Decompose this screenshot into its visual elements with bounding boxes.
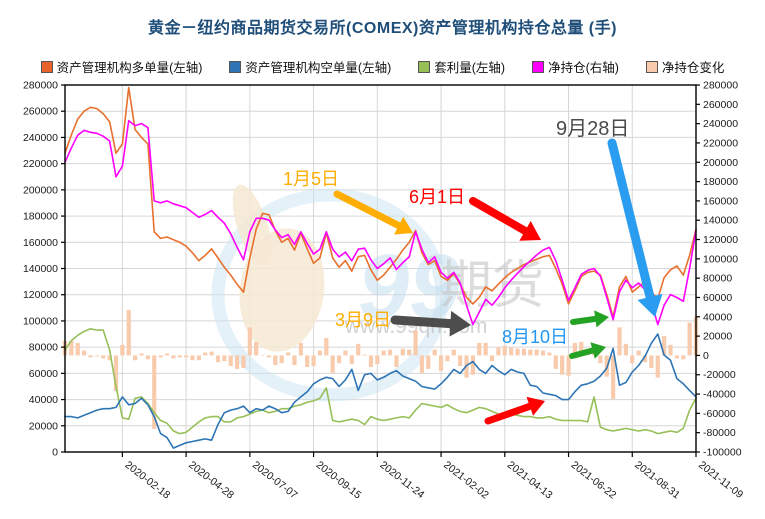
annotation-arrows <box>333 138 663 425</box>
legend-label-short: 资产管理机构空单量(左轴) <box>245 61 392 75</box>
x-axis-label: 2020-09-15 <box>314 459 364 502</box>
left-axis-label: 180000 <box>23 211 58 223</box>
chart-title: 黄金－纽约商品期货交易所(COMEX)资产管理机构持仓总量 (手) <box>148 20 617 37</box>
left-axis-label: 120000 <box>23 289 58 301</box>
annotation-label-mar9: 3月9日 <box>335 310 392 330</box>
series-line-short <box>64 333 697 449</box>
annotation-label-jan5: 1月5日 <box>283 169 340 189</box>
legend-swatch-short <box>229 60 242 73</box>
left-axis-label: 280000 <box>23 80 58 92</box>
right-axis-label: 140000 <box>703 215 738 227</box>
x-axis-label: 2021-04-13 <box>505 459 555 502</box>
legend-item-long: 资产管理机构多单量(左轴) <box>40 57 203 76</box>
right-axis-label: 240000 <box>703 118 738 130</box>
annotation-label-jun1: 6月1日 <box>409 187 466 207</box>
right-axis-label: 180000 <box>703 176 738 188</box>
watermark-qihuo: 期货 <box>440 257 544 315</box>
right-axis-label: 200000 <box>703 157 738 169</box>
left-axis-label: 40000 <box>29 394 58 406</box>
left-axis-label: 260000 <box>23 106 58 118</box>
x-axis-label: 2020-07-07 <box>250 459 300 502</box>
x-axis-label: 2021-08-31 <box>632 459 682 502</box>
left-axis-label: 220000 <box>23 158 58 170</box>
right-axis-label: 160000 <box>703 195 738 207</box>
right-axis-label: 280000 <box>703 80 738 92</box>
x-axis-label: 2021-02-02 <box>441 459 491 502</box>
legend-item-net: 净持仓(右轴) <box>532 57 619 76</box>
legend: 资产管理机构多单量(左轴) 资产管理机构空单量(左轴) 套利量(左轴) 净持仓(… <box>0 57 765 76</box>
legend-swatch-net-change <box>645 60 658 73</box>
right-axis-label: -60000 <box>703 408 736 420</box>
series-line-arbitrage <box>64 327 697 435</box>
right-axis-label: 40000 <box>703 311 732 323</box>
legend-item-arbitrage: 套利量(左轴) <box>418 57 505 76</box>
left-axis-label: 60000 <box>29 368 58 380</box>
right-axis-label: -100000 <box>703 447 742 459</box>
legend-label-net: 净持仓(右轴) <box>548 61 619 75</box>
x-axis-label: 2020-02-18 <box>123 459 173 502</box>
series-line-long <box>64 86 697 318</box>
left-axis-label: 0 <box>52 447 58 459</box>
left-axis-label: 100000 <box>23 315 58 327</box>
legend-swatch-arbitrage <box>418 60 431 73</box>
legend-label-long: 资产管理机构多单量(左轴) <box>56 61 203 75</box>
legend-item-short: 资产管理机构空单量(左轴) <box>229 57 391 76</box>
right-axis-label: -40000 <box>703 389 736 401</box>
right-axis-label: 60000 <box>703 292 732 304</box>
left-axis-label: 240000 <box>23 132 58 144</box>
x-axis-label: 2021-11-09 <box>696 459 745 501</box>
right-axis-label: 120000 <box>703 234 738 246</box>
x-axis-label: 2020-04-28 <box>186 459 236 502</box>
right-axis-label: 260000 <box>703 99 738 111</box>
legend-label-net-change: 净持仓变化 <box>661 61 725 75</box>
right-axis-label: 100000 <box>703 253 738 265</box>
annotation-label-aug10: 8月10日 <box>502 327 569 347</box>
left-axis-label: 80000 <box>29 342 58 354</box>
legend-swatch-net <box>532 60 545 73</box>
legend-item-net-change: 净持仓变化 <box>645 57 725 76</box>
right-axis-label: 20000 <box>703 331 732 343</box>
right-axis-label: 80000 <box>703 273 732 285</box>
left-axis-label: 200000 <box>23 184 58 196</box>
left-axis-label: 20000 <box>29 420 58 432</box>
legend-swatch-long <box>40 60 53 73</box>
left-axis-label: 160000 <box>23 237 58 249</box>
x-axis-label: 2021-06-22 <box>569 459 619 502</box>
x-axis-label: 2020-11-24 <box>377 459 426 501</box>
right-axis-label: 0 <box>703 350 709 362</box>
annotation-label-sep28: 9月28日 <box>556 118 630 140</box>
left-axis-label: 140000 <box>23 263 58 275</box>
series-line-net <box>64 119 697 326</box>
right-axis-label: 220000 <box>703 137 738 149</box>
right-axis-label: -20000 <box>703 369 736 381</box>
right-axis-label: -80000 <box>703 427 736 439</box>
legend-label-arbitrage: 套利量(左轴) <box>434 61 506 75</box>
